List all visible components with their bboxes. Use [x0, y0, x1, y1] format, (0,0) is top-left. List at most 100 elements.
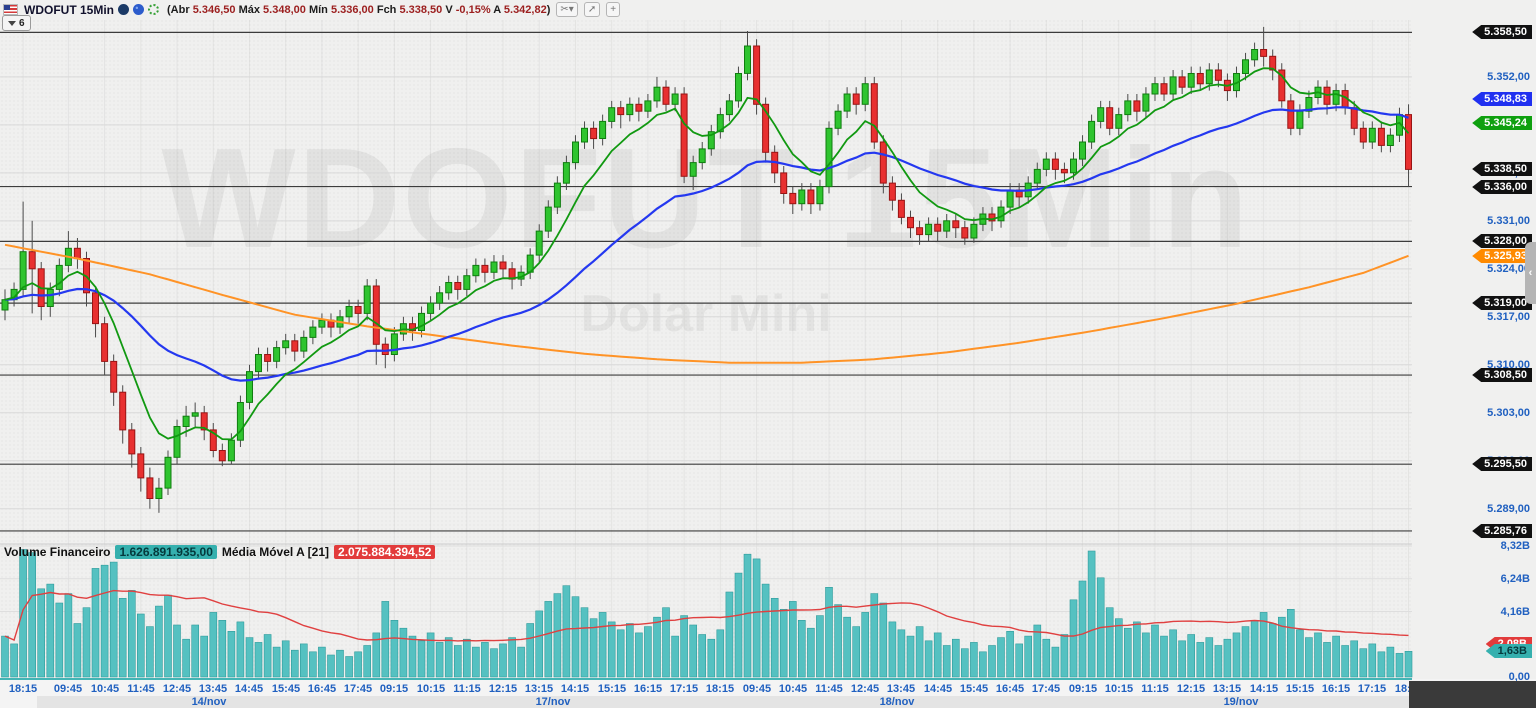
time-tick-label: 18:15	[705, 683, 735, 695]
high-value: 5.348,00	[263, 3, 306, 16]
volume-current-badge: 1.626.891.935,00	[115, 545, 217, 559]
time-tick-label: 09:45	[742, 683, 772, 695]
zoom-in-button[interactable]: +	[606, 2, 621, 17]
link-circle-icon-3[interactable]	[148, 4, 159, 15]
time-tick-label: 16:45	[995, 683, 1025, 695]
volume-ma-badge: 2.075.884.394,52	[334, 545, 436, 559]
level-price-tag: 5.319,00	[1472, 296, 1532, 310]
plus-icon: +	[610, 4, 617, 15]
objects-collapse-button[interactable]: 6	[2, 15, 31, 31]
time-tick-label: 10:15	[1104, 683, 1134, 695]
time-tick-label: 11:45	[127, 683, 155, 695]
time-tick-label: 14:45	[923, 683, 953, 695]
time-tick-label: 16:15	[1321, 683, 1351, 695]
ohlc-summary: (Abr 5.346,50 Máx 5.348,00 Mín 5.336,00 …	[167, 3, 551, 16]
volume-tick: 0,00	[1508, 671, 1530, 683]
time-tick-label: 11:15	[1141, 683, 1169, 695]
session-band	[381, 696, 725, 708]
volume-value-tag: 1,63B	[1485, 644, 1532, 658]
time-tick-label: 13:45	[886, 683, 916, 695]
time-tick-label: 09:15	[379, 683, 409, 695]
session-band	[725, 696, 1069, 708]
time-tick-label: 18:15	[8, 683, 38, 695]
time-tick-label: 14:15	[1249, 683, 1279, 695]
level-price-tag: 5.295,50	[1472, 457, 1532, 471]
volume-title: Volume Financeiro	[4, 545, 111, 559]
side-panel-handle[interactable]: ‹	[1525, 242, 1536, 304]
price-tick: 5.317,00	[1487, 311, 1530, 323]
price-tick: 5.289,00	[1487, 503, 1530, 515]
price-tick: 5.352,00	[1487, 71, 1530, 83]
volume-tick: 4,16B	[1500, 606, 1530, 618]
tool-dropdown-button[interactable]: ✂ ▾	[556, 2, 578, 17]
popout-icon: ➚	[587, 4, 597, 15]
time-tick-label: 15:15	[597, 683, 627, 695]
triangle-down-icon	[8, 20, 16, 26]
time-tick-label: 17:45	[1031, 683, 1061, 695]
us-flag-icon	[3, 4, 18, 15]
time-tick-label: 14:45	[234, 683, 264, 695]
level-price-tag: 5.358,50	[1472, 25, 1532, 39]
time-tick-label: 10:15	[416, 683, 446, 695]
chevron-left-icon: ‹	[1528, 267, 1533, 279]
ma-price-tag: 5.348,83	[1472, 92, 1532, 106]
volume-ma-label: Média Móvel A [21]	[221, 545, 330, 559]
level-price-tag: 5.308,50	[1472, 368, 1532, 382]
volume-baseline	[0, 678, 1412, 680]
link-circle-icon-1[interactable]	[118, 4, 129, 15]
time-tick-label: 11:45	[815, 683, 843, 695]
symbol-title: WDOFUT 15Min	[24, 2, 114, 17]
popout-button[interactable]: ➚	[583, 2, 601, 17]
ma-price-tag: 5.345,24	[1472, 116, 1532, 130]
time-tick-label: 10:45	[778, 683, 808, 695]
time-tick-label: 10:45	[90, 683, 120, 695]
time-tick-label: 11:15	[453, 683, 481, 695]
time-tick-label: 15:45	[271, 683, 301, 695]
price-tick: 5.331,00	[1487, 215, 1530, 227]
chart-header: WDOFUT 15Min (Abr 5.346,50 Máx 5.348,00 …	[0, 0, 1536, 19]
close-value: 5.338,50	[399, 3, 443, 16]
time-tick-label: 12:15	[1176, 683, 1206, 695]
caret-down-icon: ▾	[568, 4, 574, 15]
time-tick-label: 13:45	[198, 683, 228, 695]
session-date-label: 14/nov	[191, 696, 227, 708]
time-tick-label: 17:15	[1357, 683, 1387, 695]
session-band	[1069, 696, 1413, 708]
axis-corner-box	[1409, 681, 1536, 708]
ma-price-tag: 5.325,93	[1472, 249, 1532, 263]
objects-count: 6	[19, 17, 25, 29]
adjust-value: 5.342,82	[503, 3, 547, 16]
time-tick-label: 17:15	[669, 683, 699, 695]
volume-tick: 8,32B	[1500, 540, 1530, 552]
time-tick-label: 12:45	[850, 683, 880, 695]
tool-icon: ✂	[560, 4, 569, 15]
last-price-tag: 5.338,50	[1472, 162, 1532, 176]
chart-background	[0, 19, 1412, 677]
open-value: 5.346,50	[192, 3, 236, 16]
time-tick-label: 14:15	[560, 683, 590, 695]
level-price-tag: 5.328,00	[1472, 234, 1532, 248]
level-price-tag: 5.285,76	[1472, 524, 1532, 538]
session-band	[37, 696, 381, 708]
volume-pane-header: Volume Financeiro 1.626.891.935,00 Média…	[4, 545, 436, 559]
time-tick-label: 16:45	[307, 683, 337, 695]
time-tick-label: 09:45	[53, 683, 83, 695]
time-tick-label: 13:15	[1212, 683, 1242, 695]
session-date-label: 19/nov	[1223, 696, 1259, 708]
session-date-label: 17/nov	[535, 696, 571, 708]
time-tick-label: 16:15	[633, 683, 663, 695]
level-price-tag: 5.336,00	[1472, 180, 1532, 194]
link-circle-icon-2[interactable]	[133, 4, 144, 15]
time-tick-label: 09:15	[1068, 683, 1098, 695]
session-date-label: 18/nov	[879, 696, 915, 708]
volume-tick: 6,24B	[1500, 573, 1530, 585]
price-tick: 5.303,00	[1487, 407, 1530, 419]
time-tick-label: 13:15	[524, 683, 554, 695]
time-tick-label: 12:15	[488, 683, 518, 695]
variation-value: -0,15%	[455, 3, 491, 16]
time-tick-label: 12:45	[162, 683, 192, 695]
time-tick-label: 17:45	[343, 683, 373, 695]
time-tick-label: 15:45	[959, 683, 989, 695]
price-tick: 5.324,00	[1487, 263, 1530, 275]
